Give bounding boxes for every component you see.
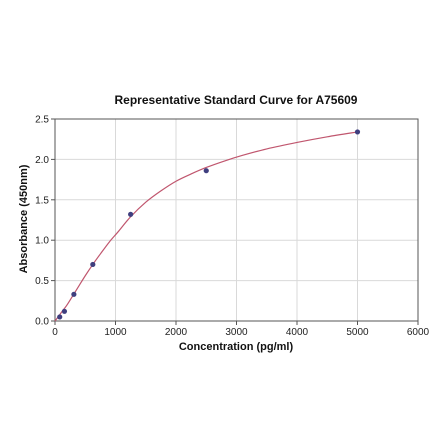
x-tick-label: 0: [52, 327, 58, 338]
x-tick-label: 3000: [225, 327, 248, 338]
fit-curve: [54, 131, 358, 322]
data-point: [57, 314, 63, 320]
data-point: [128, 211, 134, 217]
y-axis-label: Absorbance (450nm): [18, 164, 30, 273]
x-tick-label: 6000: [407, 327, 430, 338]
grid: [54, 118, 419, 322]
data-point: [203, 168, 209, 174]
y-tick-label: 2.0: [35, 155, 49, 166]
y-tick-label: 1.5: [35, 195, 49, 206]
x-axis-label: Concentration (pg/ml): [179, 341, 294, 353]
y-tick-label: 1.0: [35, 236, 49, 247]
y-tick-label: 2.5: [35, 115, 49, 126]
axis-ticks: [51, 118, 419, 325]
data-point: [90, 261, 96, 268]
x-tick-label: 2000: [165, 327, 188, 338]
data-points: [57, 129, 361, 320]
x-axis-tick-labels: 0 1000 2000 3000 4000 5000 6000: [52, 327, 429, 338]
y-axis-tick-labels: 0.0 0.5 1.0 1.5 2.0 2.5: [35, 115, 49, 328]
y-tick-label: 0.0: [35, 317, 49, 328]
y-tick-label: 0.5: [35, 276, 49, 287]
x-tick-label: 1000: [104, 327, 127, 338]
x-tick-label: 4000: [286, 327, 309, 338]
chart-title: Representative Standard Curve for A75609: [115, 93, 358, 107]
data-point: [71, 291, 77, 297]
data-point: [354, 129, 361, 135]
x-tick-label: 5000: [346, 327, 369, 338]
data-point: [61, 308, 68, 314]
